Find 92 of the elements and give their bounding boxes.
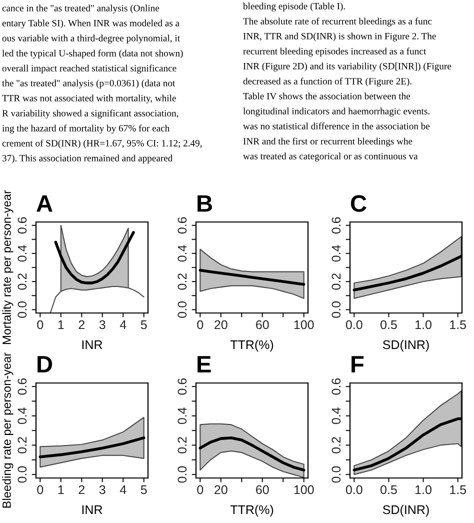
chart-title: D (38, 356, 52, 372)
x-tick-label: 0 (197, 485, 204, 494)
text: bleeding episode (Table I). (243, 2, 345, 12)
x-axis-title: TTR(%) (230, 504, 274, 517)
chart-title: A (36, 195, 52, 212)
y-tick-label: 0.6 (178, 378, 187, 395)
y-tick-label: 0.2 (332, 437, 341, 454)
x-tick-label: 2 (78, 485, 84, 494)
line-series (38, 436, 146, 458)
x-tick-label: 3 (99, 485, 106, 494)
x-tick-label: 2 (78, 320, 84, 330)
text: cance in the "as treated" analysis (Online (2, 4, 160, 14)
y-tick-label: 0.0 (178, 466, 187, 483)
x-tick-label: 0.0 (346, 320, 362, 330)
y-axis-title: Mortality rate per person-year (2, 190, 14, 344)
x-tick-label: 1 (58, 485, 64, 494)
y-tick-label: 0.6 (332, 217, 341, 234)
text: decreased as a function of TTR (Figure 2E). (243, 78, 412, 86)
chart-title: C (350, 195, 366, 212)
x-tick-label: 0.5 (380, 320, 397, 330)
text: crement of SD(INR) (HR=1.67, 95% CI: 1.12; 2.49, (2, 140, 202, 148)
y-tick-label: 0.0 (18, 301, 27, 318)
x-tick-label: 1.5 (450, 485, 466, 494)
x-tick-label: 1 (58, 320, 64, 330)
chart-title: B (198, 195, 212, 212)
x-axis-title: SD(INR) (382, 340, 429, 352)
text: INR (Figure 2D) and its variability (SD[INR]) (Figure (243, 62, 452, 72)
line-series (198, 436, 306, 472)
x-axis-title: TTR(%) (230, 340, 274, 352)
x-tick-label: 20 (214, 485, 228, 494)
x-tick-label: 100 (294, 485, 314, 494)
x-tick-label: 1.5 (450, 320, 466, 330)
text: Table IV shows the association between the (243, 92, 410, 100)
text: was no statistical difference in the association be (243, 122, 430, 130)
x-tick-label: 0 (197, 320, 204, 330)
y-tick-label: 0.2 (18, 273, 27, 290)
text: entary Table SI). When INR was modeled as a (2, 20, 180, 28)
text: ing the hazard of mortality by 67% for each (2, 124, 170, 134)
chart-title: E (198, 356, 211, 372)
y-tick-label: 0.2 (178, 273, 187, 290)
y-tick-label: 0.4 (178, 245, 187, 262)
x-tick-label: 0.0 (346, 485, 362, 494)
y-tick-label: 0.0 (18, 466, 27, 483)
x-tick-label: 0.5 (380, 485, 397, 494)
x-axis-title: SD(INR) (382, 504, 429, 517)
x-axis-title: INR (82, 340, 102, 349)
y-tick-label: 0.0 (332, 466, 341, 483)
text: overall impact reached statistical significance (2, 64, 176, 74)
text: recurrent bleeding episodes increased as a funct (243, 48, 426, 56)
x-tick-label: 5 (140, 485, 147, 494)
text: The absolute rate of recurrent bleedings as a func (243, 18, 432, 26)
text: led the typical U-shaped form (data not shown) (2, 50, 183, 58)
x-tick-label: 5 (140, 320, 147, 330)
x-tick-label: 1.0 (416, 320, 432, 330)
x-tick-label: 60 (256, 485, 269, 494)
text: ous variable with a third-degree polynomial, it (2, 34, 180, 44)
y-axis-title: Bleeding rate per person-year (2, 352, 14, 508)
text: INR, TTR and SD(INR) is shown in Figure 2. The (243, 32, 436, 42)
y-tick-label: 0.4 (332, 408, 341, 424)
text: INR and the first or recurrent bleedings whe (243, 138, 412, 146)
y-tick-label: 0.0 (332, 301, 341, 318)
line-series (198, 268, 306, 286)
x-tick-label: 3 (99, 320, 106, 330)
text: 37). This association remained and appeared (2, 154, 173, 164)
text: R variability showed a significant association, (2, 110, 178, 118)
text: was treated as categorical or as continuous va (243, 152, 418, 162)
text: TTR was not associated with mortality, while (2, 94, 176, 104)
line-series (54, 231, 135, 284)
y-tick-label: 0.2 (178, 437, 187, 454)
x-tick-label: 4 (120, 320, 126, 330)
text: the "as treated" analysis (p=0.0361) (data not (2, 80, 176, 88)
y-tick-label: 0.4 (178, 408, 187, 424)
chart-title: F (352, 356, 364, 372)
y-tick-label: 0.4 (18, 245, 27, 262)
y-tick-label: 0.4 (332, 245, 341, 262)
y-tick-label: 0.2 (332, 273, 341, 290)
text: longitudinal indicators and haemorrhagic events. (243, 108, 430, 116)
y-tick-label: 0.6 (332, 378, 341, 395)
x-tick-label: 100 (294, 320, 314, 330)
x-tick-label: 0 (37, 320, 44, 330)
x-tick-label: 20 (214, 320, 228, 330)
y-tick-label: 0.2 (18, 437, 27, 454)
x-tick-label: 0 (37, 485, 44, 494)
x-tick-label: 4 (120, 485, 126, 494)
y-tick-label: 0.4 (18, 408, 27, 424)
x-tick-label: 1.0 (416, 485, 432, 494)
y-tick-label: 0.0 (178, 301, 187, 318)
x-tick-label: 60 (256, 320, 269, 330)
y-tick-label: 0.6 (18, 378, 27, 395)
y-tick-label: 0.6 (178, 217, 187, 234)
x-axis-title: INR (82, 505, 102, 514)
y-tick-label: 0.6 (18, 217, 27, 234)
